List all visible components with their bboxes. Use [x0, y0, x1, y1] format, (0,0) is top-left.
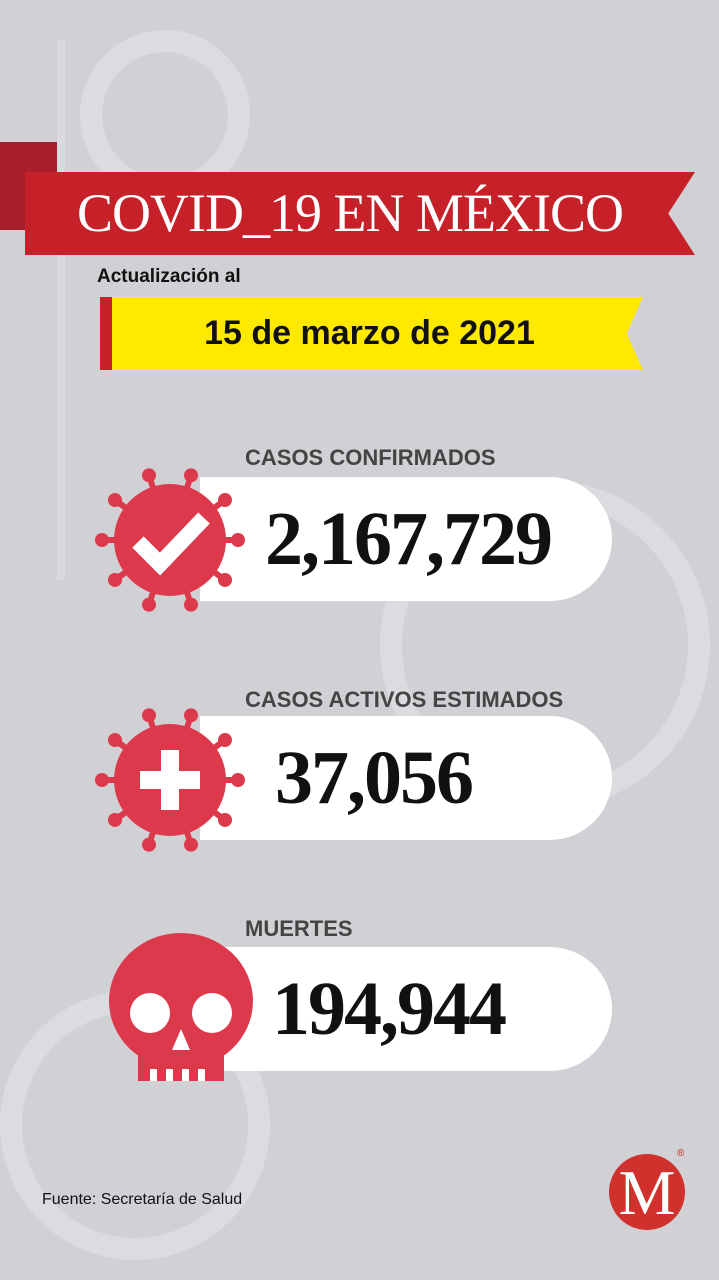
virus-spike-tip: [184, 468, 199, 483]
virus-spike-tip: [218, 812, 233, 827]
virus-spike-tip: [107, 733, 122, 748]
virus-spike-tip: [218, 493, 233, 508]
virus-spike-tip: [141, 597, 156, 612]
virus-spike-tip: [141, 837, 156, 852]
virus-spike-tip: [231, 533, 245, 547]
virus-spike-tip: [184, 837, 199, 852]
virus-check-icon: [95, 468, 245, 612]
deaths-card: [200, 947, 612, 1071]
date-banner: [100, 297, 643, 370]
virus-spike-tip: [231, 773, 245, 787]
source-note: Fuente: Secretaría de Salud: [42, 1191, 243, 1208]
virus-spike-tip: [107, 812, 122, 827]
virus-spike-tip: [107, 572, 122, 587]
date-banner-stripe: [100, 297, 112, 370]
update-date: 15 de marzo de 2021: [204, 314, 535, 352]
virus-cross-icon: [95, 708, 245, 852]
virus-spike-tip: [218, 572, 233, 587]
virus-spike-tip: [95, 773, 109, 787]
virus-spike-tip: [95, 533, 109, 547]
virus-spike-tip: [218, 733, 233, 748]
registered-mark: ®: [677, 1148, 685, 1159]
deaths-value: 194,944: [272, 967, 507, 1051]
virus-spike-tip: [107, 493, 122, 508]
virus-spike-tip: [184, 708, 199, 723]
virus-spike-tip: [184, 597, 199, 612]
confirmed-card: [200, 477, 612, 601]
skull-icon: [109, 933, 253, 1081]
decorative-line: [57, 40, 65, 580]
deaths-label: MUERTES: [245, 916, 353, 941]
active-label: CASOS ACTIVOS ESTIMADOS: [245, 687, 564, 712]
milenio-logo: M: [609, 1154, 685, 1230]
confirmed-value: 2,167,729: [265, 497, 553, 581]
confirmed-label: CASOS CONFIRMADOS: [245, 445, 496, 470]
virus-spike-tip: [141, 708, 156, 723]
active-card: [200, 716, 612, 840]
title-ribbon: [25, 172, 695, 255]
update-label: Actualización al: [97, 266, 241, 287]
page-title: COVID_19 EN MÉXICO: [77, 183, 624, 243]
virus-spike-tip: [141, 468, 156, 483]
active-value: 37,056: [275, 736, 474, 820]
